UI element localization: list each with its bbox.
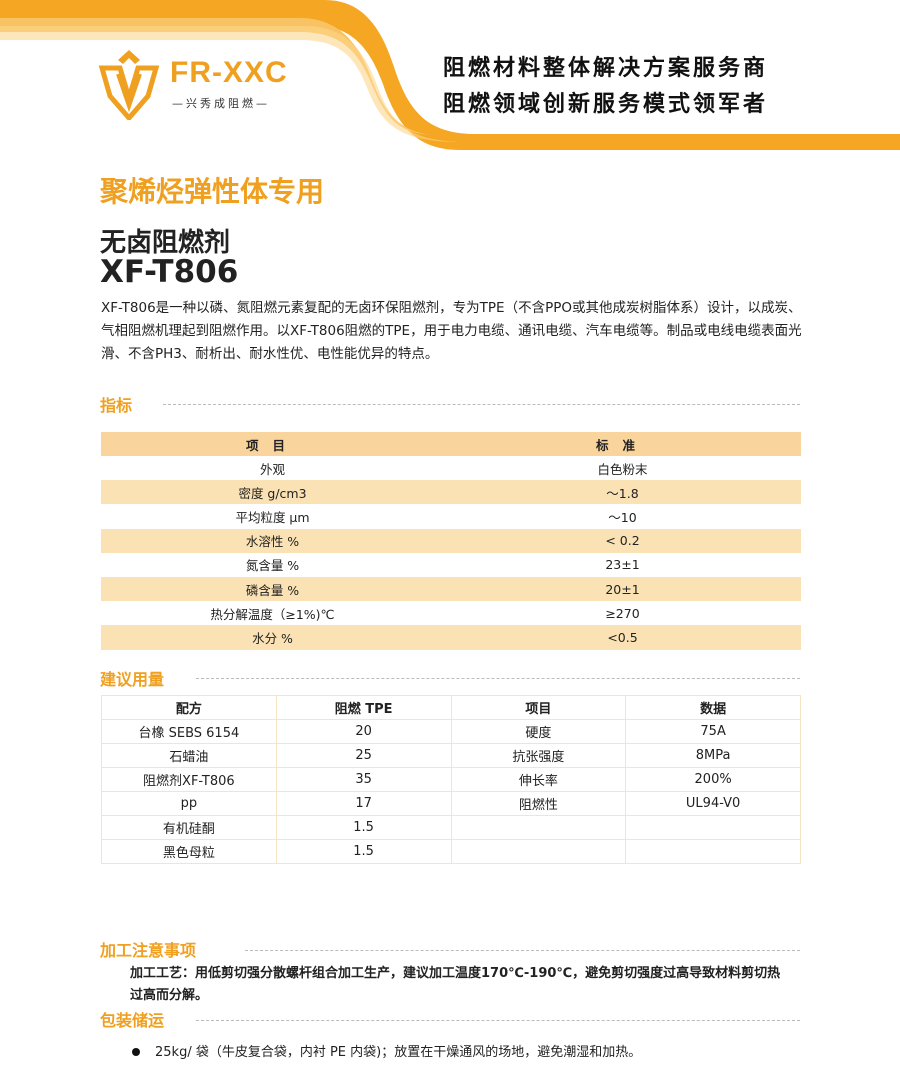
specs-table: 项目 标准 外观 白色粉末 密度 g/cm3 ～1.8 平均粒度 μm ～10 水溶性…	[101, 432, 801, 650]
cell: UL94-V0	[625, 791, 801, 816]
table-row: 台橡 SEBS 6154 20 硬度 75A	[101, 719, 801, 744]
logo-subtitle: —兴秀成阻燃—	[172, 97, 270, 110]
header-swoosh	[0, 0, 900, 150]
cell: 氮含量 %	[245, 558, 300, 574]
cell: pp	[101, 791, 277, 816]
divider	[245, 950, 800, 951]
cell: 白色粉末	[597, 461, 648, 477]
table-row: 有机硅酮 1.5	[101, 815, 801, 840]
cell: 热分解温度（≥1%)℃	[210, 606, 335, 622]
cell: 20±1	[444, 576, 801, 602]
cell: 伸长率	[450, 767, 627, 792]
table-row: 磷含量 % 20±1	[101, 576, 801, 602]
cell	[625, 815, 801, 840]
logo-icon	[98, 50, 160, 120]
header-cell: 项目	[101, 432, 444, 456]
cell: 17	[275, 791, 452, 816]
cell: 平均粒度 μm	[235, 509, 310, 525]
cell: 75A	[625, 719, 801, 744]
cell: 阻燃性	[450, 791, 627, 816]
header-cell: 阻燃 TPE	[275, 695, 452, 720]
cell: 石蜡油	[101, 743, 277, 768]
cell: 密度 g/cm3	[101, 480, 444, 505]
cell: 1.5	[275, 839, 452, 864]
slogan-2: 阻燃领域创新服务模式领军者	[443, 92, 769, 117]
logo-text: FR-XXC	[170, 56, 288, 89]
cell: ～10	[608, 509, 637, 525]
cell	[625, 839, 801, 864]
cell: 阻燃剂XF-T806	[101, 767, 277, 792]
table-row: 外观 白色粉末	[101, 456, 801, 480]
table-row: 氮含量 % 23±1	[101, 553, 801, 577]
table-row: 水溶性 % < 0.2	[101, 528, 801, 553]
table-header: 配方 阻燃 TPE 项目 数据	[101, 695, 801, 720]
table-header: 项目 标准	[101, 432, 801, 456]
table-row: 阻燃剂XF-T806 35 伸长率 200%	[101, 767, 801, 792]
header-cell: 配方	[101, 695, 277, 720]
divider	[163, 404, 800, 405]
table-row: 密度 g/cm3 ～1.8	[101, 480, 801, 505]
product-category: 聚烯烃弹性体专用	[100, 175, 325, 208]
dosage-title: 建议用量	[100, 670, 165, 689]
cell: 硬度	[450, 719, 627, 744]
product-model: XF-T806	[100, 254, 239, 290]
cell: 25	[275, 743, 452, 768]
cell: 23±1	[605, 557, 640, 573]
cell: < 0.2	[444, 528, 801, 553]
packaging-item: 25kg/ 袋（牛皮复合袋，内衬 PE 内袋)；放置在干燥通风的场地，避免潮湿和…	[155, 1045, 642, 1060]
cell: 35	[275, 767, 452, 792]
cell: 外观	[259, 461, 285, 477]
divider	[196, 678, 800, 679]
product-description: XF-T806是一种以磷、氮阻燃元素复配的无卤环保阻燃剂，专为TPE（不含PPO…	[101, 300, 802, 362]
divider	[196, 1020, 800, 1021]
slogan-1: 阻燃材料整体解决方案服务商	[443, 56, 769, 81]
header-cell: 数据	[625, 695, 801, 720]
processing-text: 加工工艺：用低剪切强分散螺杆组合加工生产，建议加工温度170℃-190℃，避免剪…	[130, 966, 781, 1003]
bullet-icon	[132, 1048, 140, 1056]
cell: 水溶性 %	[101, 528, 444, 553]
cell: 水分 %	[101, 625, 444, 650]
cell: 有机硅酮	[101, 815, 277, 840]
header-cell: 项目	[450, 695, 627, 720]
cell	[450, 839, 627, 864]
cell: 200%	[625, 767, 801, 792]
cell: 8MPa	[625, 743, 801, 768]
header-cell: 标准	[444, 432, 801, 456]
cell: 磷含量 %	[101, 576, 444, 602]
cell: ≥270	[605, 605, 640, 621]
specs-title: 指标	[100, 396, 133, 415]
table-row: 石蜡油 25 抗张强度 8MPa	[101, 743, 801, 768]
cell: 1.5	[275, 815, 452, 840]
cell: ～1.8	[444, 480, 801, 505]
cell: 黑色母粒	[101, 839, 277, 864]
cell	[450, 815, 627, 840]
cell: 20	[275, 719, 452, 744]
table-row: 黑色母粒 1.5	[101, 839, 801, 864]
cell: 抗张强度	[450, 743, 627, 768]
processing-title: 加工注意事项	[100, 941, 197, 960]
table-row: pp 17 阻燃性 UL94-V0	[101, 791, 801, 816]
table-row: 平均粒度 μm ～10	[101, 504, 801, 528]
product-type: 无卤阻燃剂	[100, 228, 231, 258]
packaging-title: 包装储运	[100, 1011, 165, 1030]
cell: 台橡 SEBS 6154	[101, 719, 277, 744]
dosage-table: 配方 阻燃 TPE 项目 数据 台橡 SEBS 6154 20 硬度 75A 石蜡油 25…	[101, 695, 801, 864]
table-row: 热分解温度（≥1%)℃ ≥270	[101, 601, 801, 625]
table-row: 水分 % <0.5	[101, 625, 801, 650]
cell: <0.5	[444, 625, 801, 650]
